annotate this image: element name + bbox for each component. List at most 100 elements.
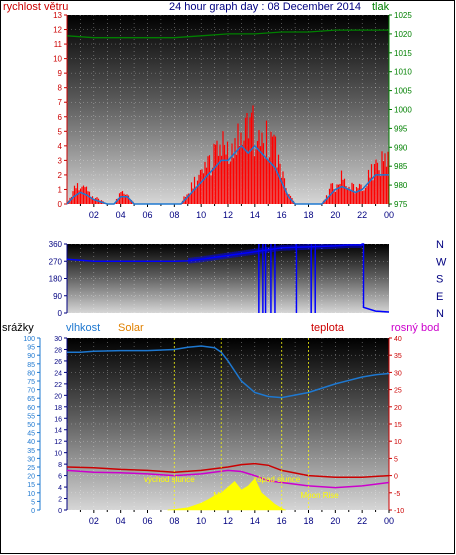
tick-label: 10 [53, 55, 62, 64]
wind-direction-line [66, 243, 390, 313]
x-tick-label: 00 [384, 516, 394, 526]
tick-label: 8 [58, 84, 63, 93]
tick-label: 30 [54, 336, 62, 343]
x-tick-label: 06 [142, 210, 152, 220]
x-tick-label: 22 [357, 210, 367, 220]
temperature-series [66, 345, 390, 511]
wind-average-line [66, 144, 389, 205]
rain-label: srážky [2, 322, 34, 334]
x-tick-label: 02 [89, 210, 99, 220]
x-tick-label: 22 [357, 516, 367, 526]
tick-label: 1 [58, 185, 63, 194]
x-tick-label: 16 [277, 210, 287, 220]
tick-label: 75 [27, 379, 35, 386]
tick-label: 7 [58, 98, 63, 107]
temperature-x-axis: 02 04 06 08 10 12 14 16 18 20 22 00 [79, 510, 394, 526]
tick-label: 990 [394, 143, 408, 152]
annotation-label: východ slunce [144, 475, 195, 484]
tick-label: 6 [58, 474, 62, 481]
tick-label: 20 [27, 474, 35, 481]
x-tick-label: 20 [330, 210, 340, 220]
tick-label: 40 [27, 439, 35, 446]
tick-label: 26 [54, 359, 62, 366]
wind-x-axis: 02 04 06 08 10 12 14 16 18 20 22 00 [79, 204, 394, 220]
tick-label: 20 [54, 393, 62, 400]
x-tick-label: 04 [116, 516, 126, 526]
tick-label: 1020 [394, 30, 412, 39]
x-tick-label: 02 [89, 516, 99, 526]
tick-label: 1010 [394, 68, 412, 77]
wind-series [66, 29, 389, 205]
tick-label: 90 [27, 353, 35, 360]
tick-label: 14 [54, 428, 62, 435]
tick-label: 1015 [394, 49, 412, 58]
compass-label: S [436, 274, 443, 286]
x-tick-label: 10 [196, 516, 206, 526]
tick-label: 30 [27, 456, 35, 463]
x-tick-label: 20 [330, 516, 340, 526]
solar-label: Solar [118, 322, 144, 334]
tick-label: 12 [54, 439, 62, 446]
tick-label: 0 [58, 508, 62, 515]
chart-title: 24 hour graph day : 08 December 2014 [169, 1, 361, 13]
x-tick-label: 08 [169, 210, 179, 220]
tick-label: 20 [394, 405, 402, 412]
tick-label: 45 [27, 431, 35, 438]
tick-label: 5 [58, 127, 63, 136]
x-tick-label: 14 [250, 516, 260, 526]
tick-label: 980 [394, 181, 408, 190]
tick-label: 2 [58, 497, 62, 504]
x-tick-label: 12 [223, 516, 233, 526]
tick-label: 18 [54, 405, 62, 412]
tick-label: -10 [394, 508, 404, 515]
tick-label: 5 [394, 456, 398, 463]
wind-speed-label: rychlost větru [3, 1, 68, 13]
tick-label: 8 [58, 462, 62, 469]
tick-label: 9 [58, 69, 63, 78]
pressure-line [66, 29, 389, 39]
pressure-label: tlak [372, 1, 390, 13]
tick-label: 22 [54, 382, 62, 389]
tick-label: 6 [58, 113, 63, 122]
tick-label: 40 [394, 336, 402, 343]
solar-area [167, 478, 286, 511]
tick-label: 10 [54, 451, 62, 458]
tick-label: 16 [54, 416, 62, 423]
compass-label: E [436, 291, 443, 303]
tick-label: 1000 [394, 106, 412, 115]
temperature-line [66, 462, 390, 479]
compass-label: N [436, 239, 444, 251]
tick-label: 0 [58, 200, 63, 209]
humidity-label: vlhkost [66, 322, 100, 334]
x-tick-label: 12 [223, 210, 233, 220]
tick-label: 4 [58, 142, 63, 151]
tick-label: 360 [49, 240, 63, 249]
tick-label: 975 [394, 200, 408, 209]
direction-axis: 0 90 180 270 360 [49, 240, 68, 318]
x-tick-label: 08 [169, 516, 179, 526]
tick-label: 1025 [394, 11, 412, 20]
tick-label: 24 [54, 370, 62, 377]
x-tick-label: 16 [277, 516, 287, 526]
dewpoint-label: rosný bod [391, 322, 439, 334]
x-tick-label: 18 [303, 516, 313, 526]
tick-label: 35 [394, 353, 402, 360]
tick-label: 10 [394, 439, 402, 446]
tick-label: 28 [54, 347, 62, 354]
sun-moon-annotations: východ slunce západ slunce Moon Set Moon Ri… [144, 338, 339, 510]
tick-label: 100 [23, 336, 35, 343]
tick-label: 12 [53, 26, 62, 35]
tick-label: 13 [53, 11, 62, 20]
direction-series [66, 243, 390, 313]
x-tick-label: 18 [303, 210, 313, 220]
annotation-label: západ slunce [253, 475, 301, 484]
x-tick-label: 06 [142, 516, 152, 526]
tick-label: 4 [58, 485, 62, 492]
tick-label: 15 [394, 422, 402, 429]
tick-label: 10 [27, 491, 35, 498]
x-tick-label: 10 [196, 210, 206, 220]
